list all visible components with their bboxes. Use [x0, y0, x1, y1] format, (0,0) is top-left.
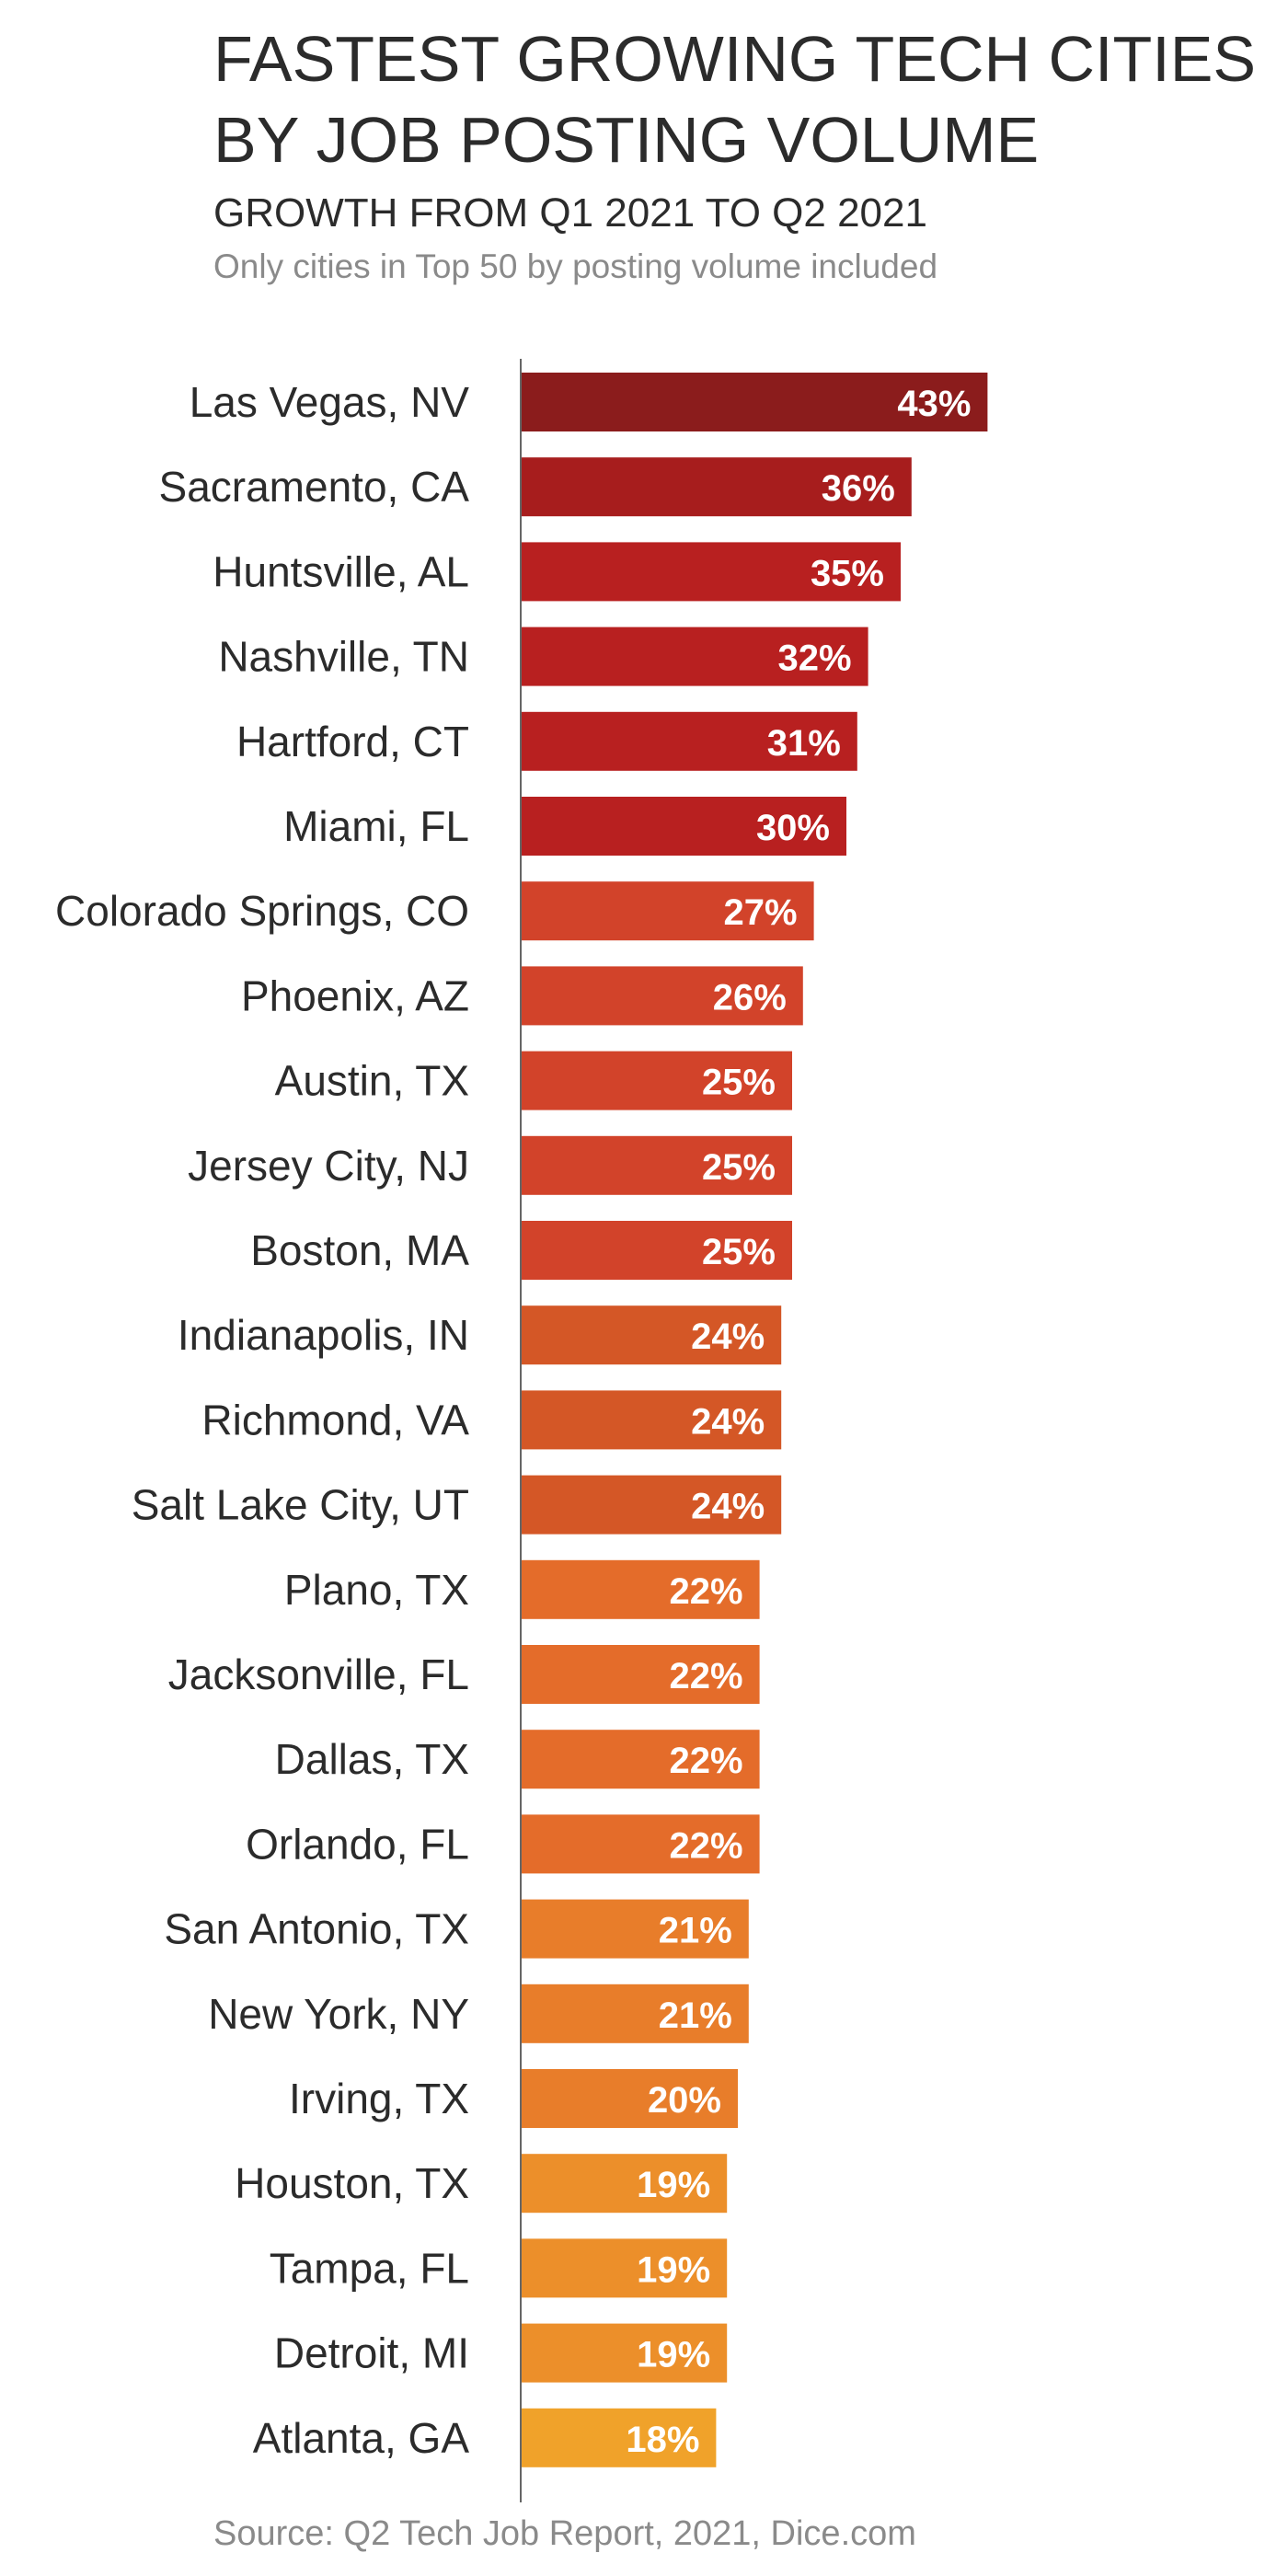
- source-note: Source: Q2 Tech Job Report, 2021, Dice.c…: [213, 2514, 916, 2553]
- category-label: Richmond, VA: [201, 1396, 469, 1443]
- category-label: Sacramento, CA: [159, 463, 470, 511]
- bar: [521, 542, 901, 602]
- bar: [521, 1984, 749, 2043]
- value-label: 19%: [637, 2249, 710, 2290]
- chart-header: FASTEST GROWING TECH CITIES BY JOB POSTI…: [213, 18, 1271, 289]
- bar: [521, 881, 814, 941]
- chart-note: Only cities in Top 50 by posting volume …: [213, 247, 938, 285]
- bar: [521, 1390, 782, 1450]
- bar: [521, 1305, 782, 1365]
- bar: [521, 1559, 760, 1619]
- category-label: Nashville, TN: [218, 633, 469, 681]
- category-label: Austin, TX: [275, 1057, 469, 1105]
- category-label: Orlando, FL: [246, 1820, 469, 1868]
- category-label: San Antonio, TX: [164, 1905, 469, 1953]
- category-label: Houston, TX: [235, 2159, 469, 2207]
- bar: [521, 1645, 760, 1704]
- bar: [521, 966, 803, 1026]
- bar: [521, 2238, 728, 2298]
- category-label: Dallas, TX: [275, 1735, 469, 1783]
- category-label: Tampa, FL: [270, 2244, 469, 2292]
- bar: [521, 2408, 717, 2467]
- category-label: Atlanta, GA: [253, 2414, 470, 2462]
- bar: [521, 1475, 782, 1535]
- value-label: 31%: [767, 723, 841, 764]
- bar: [521, 2154, 728, 2214]
- bar: [521, 1051, 792, 1110]
- category-label: Indianapolis, IN: [178, 1311, 469, 1359]
- bar: [521, 2069, 738, 2128]
- bar: [521, 1814, 760, 1874]
- value-label: 22%: [670, 1741, 743, 1781]
- category-label: Colorado Springs, CO: [55, 887, 469, 935]
- value-label: 35%: [811, 553, 884, 593]
- category-label: Phoenix, AZ: [241, 972, 469, 1019]
- bar-chart: Las Vegas, NV 43% Sacramento, CA 36% Huntsvi…: [0, 350, 1288, 2502]
- category-label: Boston, MA: [250, 1226, 469, 1274]
- value-label: 22%: [670, 1571, 743, 1612]
- bar: [521, 711, 857, 771]
- value-label: 30%: [756, 808, 830, 848]
- bar: [521, 1730, 760, 1789]
- bar: [521, 457, 912, 517]
- category-label: Irving, TX: [289, 2075, 469, 2122]
- bar: [521, 1899, 749, 1959]
- value-label: 21%: [659, 1911, 732, 1951]
- value-label: 24%: [691, 1487, 765, 1527]
- category-label: Jersey City, NJ: [188, 1142, 469, 1190]
- value-label: 43%: [897, 384, 971, 424]
- category-label: Plano, TX: [284, 1566, 469, 1614]
- category-label: Detroit, MI: [274, 2329, 469, 2377]
- bar: [521, 797, 846, 856]
- value-label: 26%: [713, 977, 787, 1018]
- value-label: 24%: [691, 1401, 765, 1442]
- bar: [521, 373, 988, 431]
- value-label: 20%: [648, 2080, 721, 2121]
- chart-title-line-2: BY JOB POSTING VOLUME: [213, 104, 1040, 176]
- category-label: Salt Lake City, UT: [132, 1481, 469, 1529]
- value-label: 36%: [822, 468, 895, 509]
- value-label: 32%: [778, 638, 852, 679]
- category-label: Huntsville, AL: [213, 547, 469, 595]
- value-label: 25%: [702, 1232, 776, 1272]
- category-label: Las Vegas, NV: [190, 378, 470, 426]
- value-label: 25%: [702, 1063, 776, 1103]
- value-label: 22%: [670, 1825, 743, 1866]
- category-label: Miami, FL: [283, 802, 469, 850]
- value-label: 25%: [702, 1147, 776, 1188]
- chart-title-line-1: FASTEST GROWING TECH CITIES: [213, 23, 1257, 95]
- value-label: 19%: [637, 2165, 710, 2205]
- value-label: 19%: [637, 2335, 710, 2375]
- bar: [521, 1135, 792, 1195]
- bar: [521, 1221, 792, 1280]
- value-label: 22%: [670, 1656, 743, 1696]
- value-label: 18%: [626, 2420, 699, 2460]
- bar-chart-svg: Las Vegas, NV 43% Sacramento, CA 36% Huntsvi…: [55, 359, 988, 2502]
- bar: [521, 627, 868, 686]
- chart-subtitle: GROWTH FROM Q1 2021 TO Q2 2021: [213, 190, 927, 236]
- value-label: 21%: [659, 1995, 732, 2036]
- bar: [521, 2323, 728, 2383]
- value-label: 27%: [724, 892, 798, 933]
- category-label: New York, NY: [208, 1990, 469, 2038]
- category-label: Jacksonville, FL: [168, 1650, 469, 1698]
- category-label: Hartford, CT: [236, 718, 469, 765]
- value-label: 24%: [691, 1317, 765, 1357]
